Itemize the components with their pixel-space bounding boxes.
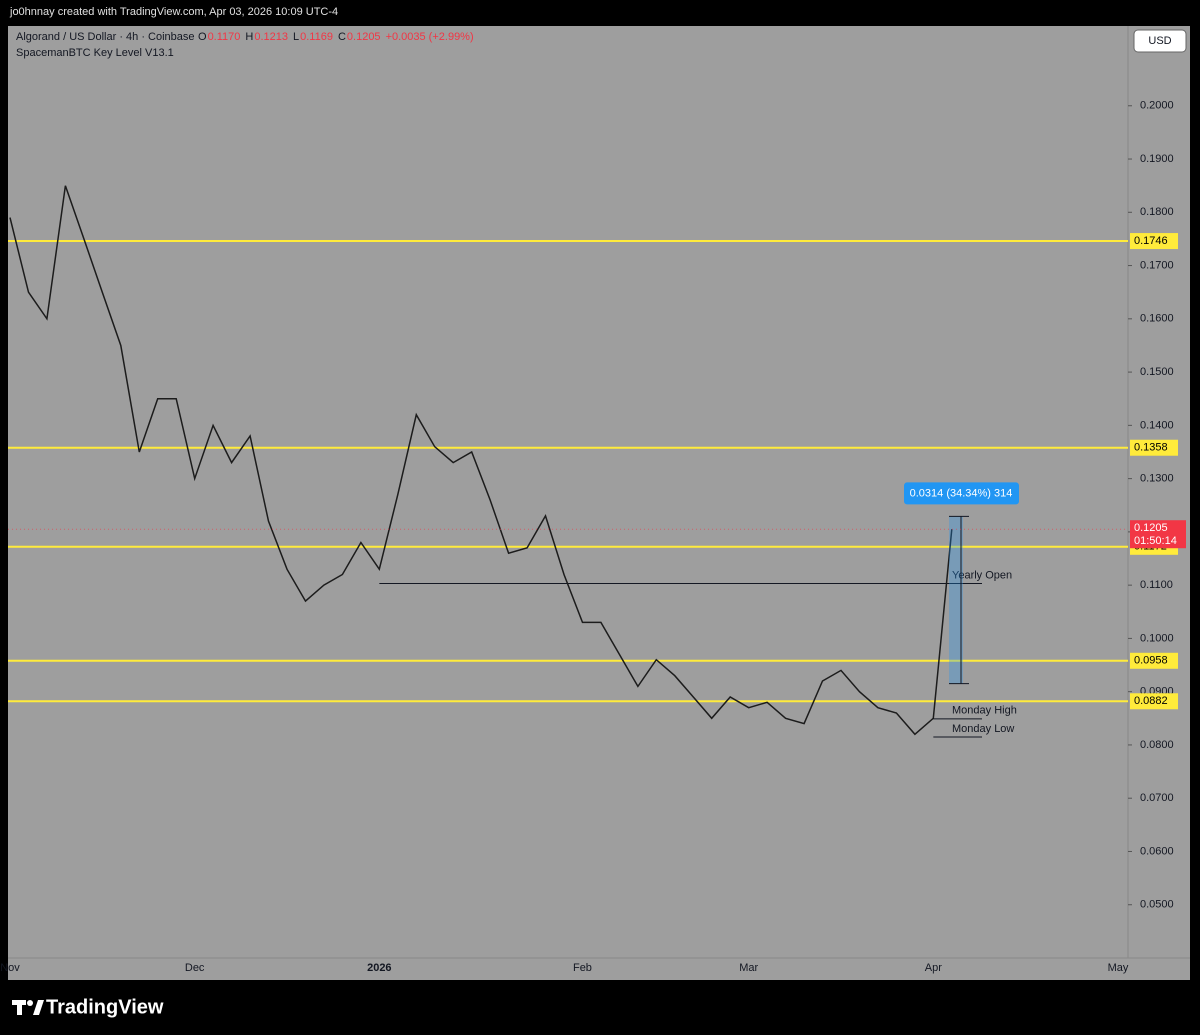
current-price: 0.1205	[1134, 522, 1168, 534]
x-tick-label: May	[1108, 962, 1129, 974]
y-tick-label: 0.1800	[1140, 206, 1174, 218]
x-tick-label: Feb	[573, 962, 592, 974]
x-tick-label: Mar	[739, 962, 758, 974]
y-tick-label: 0.0800	[1140, 739, 1174, 751]
brand-logo	[12, 1000, 44, 1015]
y-tick-label: 0.2000	[1140, 100, 1174, 112]
price-line	[9, 185, 953, 736]
y-tick-label: 0.0500	[1140, 899, 1174, 911]
quote-part: 0.1213	[254, 31, 288, 43]
measure-tag	[904, 482, 1019, 505]
level-tag	[1130, 233, 1178, 250]
y-tick-label: 0.1500	[1140, 366, 1174, 378]
quote-part: 0.1170	[208, 31, 241, 43]
x-tick-label: 2026	[367, 962, 391, 974]
x-tick-label: Apr	[925, 962, 942, 974]
level-label: 0.0958	[1134, 655, 1168, 667]
quote-part: 0.1169	[300, 31, 333, 43]
y-tick-label: 0.1000	[1140, 632, 1174, 644]
quote-part: L	[293, 31, 299, 43]
level-tag	[1130, 652, 1178, 669]
level-label: 0.1746	[1134, 235, 1168, 247]
y-tick-label: 0.0700	[1140, 792, 1174, 804]
level-tag	[1130, 439, 1178, 456]
measure-label: 0.0314 (34.34%) 314	[910, 487, 1013, 499]
quote-part: C	[338, 31, 346, 43]
x-tick-label: Dec	[185, 962, 205, 974]
price-tag	[1130, 520, 1186, 549]
quote-part: +0.0035 (+2.99%)	[386, 31, 474, 43]
currency-button[interactable]	[1133, 29, 1187, 53]
level-tag	[1130, 693, 1178, 710]
annotation-label: Yearly Open	[952, 569, 1012, 581]
indicator: SpacemanBTC Key Level V13.1	[16, 47, 174, 59]
credit: jo0hnnay created with TradingView.com, A…	[9, 6, 338, 18]
y-tick-label: 0.1400	[1140, 419, 1174, 431]
y-tick-label: 0.1900	[1140, 153, 1174, 165]
quote-part: H	[245, 31, 253, 43]
annotation-label: Monday Low	[952, 723, 1014, 735]
logo-part	[33, 1000, 44, 1015]
y-tick-label: 0.1700	[1140, 259, 1174, 271]
chart-title: Algorand / US Dollar · 4h · Coinbase	[16, 31, 195, 43]
annotation-label: Monday High	[952, 705, 1017, 717]
currency[interactable]: USD	[1148, 35, 1171, 47]
countdown: 01:50:14	[1134, 535, 1177, 547]
brand: TradingView	[46, 996, 164, 1018]
level-label: 0.1358	[1134, 442, 1168, 454]
x-tick-label: Nov	[0, 962, 20, 974]
logo-part	[17, 1000, 22, 1015]
measure-box	[949, 516, 963, 684]
y-tick-label: 0.1100	[1140, 579, 1173, 591]
logo-part	[27, 1000, 33, 1006]
quote-part: 0.1205	[347, 31, 381, 43]
y-tick-label: 0.1600	[1140, 313, 1174, 325]
level-label: 0.0882	[1134, 695, 1168, 707]
y-tick-label: 0.0600	[1140, 845, 1174, 857]
y-tick-label: 0.1300	[1140, 473, 1174, 485]
quote-part: O	[198, 31, 207, 43]
